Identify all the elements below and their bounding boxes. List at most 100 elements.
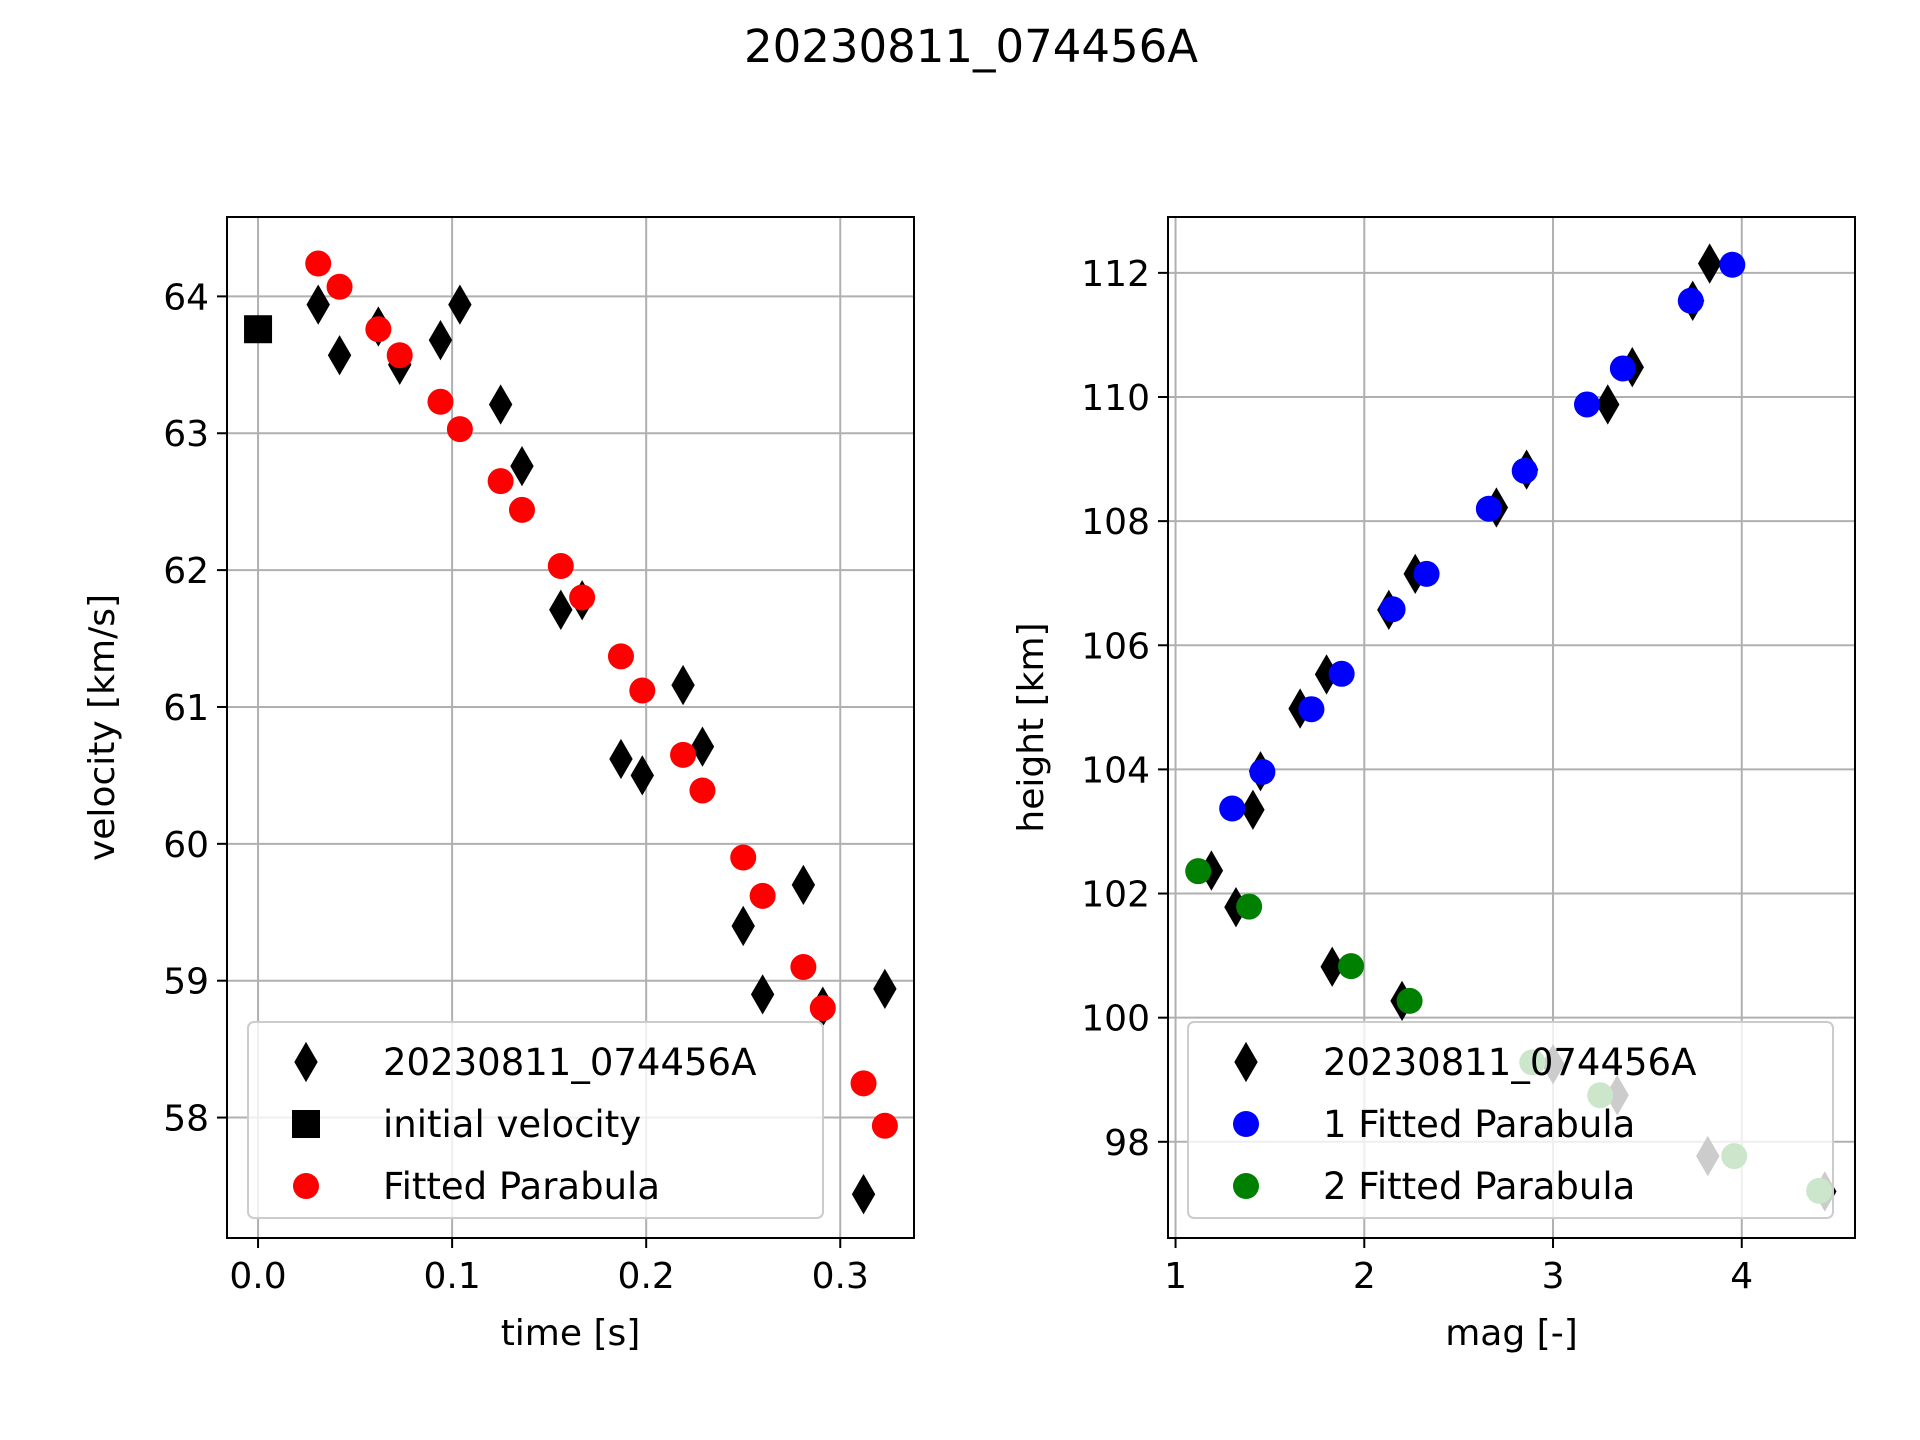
20230811-074456a-point [510,445,534,487]
y-tick-label: 108 [1081,502,1150,543]
velocity-y-axis-label: velocity [km/s] [82,594,123,861]
20230811-074456a-point [609,738,633,780]
legend-entry-label: 1 Fitted Parabula [1323,1103,1635,1146]
x-tick-label: 1 [1164,1256,1187,1297]
legend-marker-1-fitted-parabula [1233,1111,1259,1137]
20230811-074456a-point [731,905,755,947]
1-fitted-parabula-point [1719,251,1746,278]
20230811-074456a-point [630,755,655,796]
20230811-074456a-point [750,974,775,1015]
height-axes-frame [1167,216,1856,1239]
y-tick-label: 59 [163,962,209,1003]
1-fitted-parabula-point [1249,758,1276,785]
fitted-parabula-point [749,882,776,909]
20230811-074456a-point [306,284,330,325]
fitted-parabula-point [326,273,353,300]
y-tick-label: 112 [1081,254,1150,295]
20230811-074456a-point [549,589,573,630]
20230811-074456a-point [488,384,513,425]
fitted-parabula-point [809,995,836,1022]
fitted-parabula-point [446,416,473,443]
height-legend: 20230811_074456A 1 Fitted Parabula 2 Fitte… [1187,1021,1834,1219]
20230811-074456a-point [851,1174,876,1215]
y-tick-label: 63 [163,414,209,455]
y-tick-label: 110 [1081,378,1150,419]
height-panel: 1 2 3 4 98 100 102 104 106 108 110 112 mag [-] heig… [1011,216,1856,1354]
x-tick-label: 3 [1542,1256,1565,1297]
figure-title: 20230811_074456A [744,20,1198,73]
fitted-parabula-point [487,468,514,495]
fitted-parabula-point [670,741,697,768]
1-fitted-parabula-point [1328,660,1355,687]
legend-marker-fitted-parabula [293,1173,319,1199]
x-tick-label: 2 [1353,1256,1376,1297]
velocity-grid [227,217,914,1238]
1-fitted-parabula-point [1219,795,1246,822]
20230811-074456a-point [671,664,695,706]
y-tick-label: 60 [163,825,209,866]
x-tick-label: 0.2 [618,1256,675,1297]
1-fitted-parabula-point [1413,560,1440,587]
initial-velocity-point [244,315,273,344]
legend-marker-20230811-074456a [294,1041,318,1083]
legend-box [247,1021,824,1219]
2-fitted-parabula-point [1338,953,1365,980]
1-fitted-parabula-point [1511,457,1538,484]
height-grid [1168,217,1855,1238]
velocity-data-points [244,250,898,1215]
x-tick-label: 0.1 [423,1256,480,1297]
fitted-parabula-point [386,342,413,369]
fitted-parabula-point [427,388,454,415]
fitted-parabula-point [305,250,332,277]
y-tick-label: 100 [1081,999,1150,1040]
legend-marker-20230811-074456a [1234,1041,1258,1083]
y-tick-label: 98 [1104,1123,1150,1164]
fitted-parabula-point [629,677,656,704]
1-fitted-parabula-point [1475,495,1502,522]
fitted-parabula-point [790,954,817,981]
fitted-parabula-point [730,844,757,871]
20230811-074456a-point [1241,789,1265,830]
fitted-parabula-point [689,777,716,804]
20230811-074456a-point [1697,243,1722,284]
1-fitted-parabula-point [1298,696,1325,723]
x-tick-label: 0.3 [812,1256,869,1297]
x-tick-label: 4 [1730,1256,1753,1297]
fitted-parabula-point [365,316,392,343]
y-tick-label: 61 [163,688,209,729]
20230811-074456a-point [873,968,897,1010]
2-fitted-parabula-point [1236,893,1263,920]
20230811-074456a-point [1320,946,1344,987]
20230811-074456a-point [1596,384,1620,425]
velocity-axes-frame [226,216,915,1239]
fitted-parabula-point [850,1070,877,1097]
1-fitted-parabula-point [1573,391,1600,418]
20230811-074456a-point [1314,654,1339,695]
y-tick-label: 104 [1081,750,1150,791]
legend-box [1187,1021,1834,1219]
y-tick-label: 102 [1081,875,1150,916]
20230811-074456a-point [327,335,352,376]
velocity-panel: 0.0 0.1 0.2 0.3 58 59 60 61 62 63 64 time [s] velo… [82,216,915,1354]
fitted-parabula-point [607,643,634,670]
legend-entry-label: 20230811_074456A [1323,1041,1696,1084]
1-fitted-parabula-point [1379,596,1406,623]
20230811-074456a-point [448,284,472,325]
y-tick-label: 62 [163,551,209,592]
20230811-074456a-point [791,864,816,906]
velocity-ticks: 0.0 0.1 0.2 0.3 58 59 60 61 62 63 64 [163,277,869,1297]
20230811-074456a-point [690,726,715,767]
fitted-parabula-point [569,584,596,611]
velocity-x-axis-label: time [s] [501,1313,641,1354]
20230811-074456a-point [428,320,453,361]
legend-entry-label: Fitted Parabula [383,1165,660,1208]
legend-entry-label: initial velocity [383,1103,641,1146]
legend-marker-2-fitted-parabula [1233,1173,1259,1199]
x-tick-label: 0.0 [229,1256,286,1297]
fitted-parabula-point [871,1112,898,1139]
2-fitted-parabula-point [1185,858,1212,885]
fitted-parabula-point [508,496,535,523]
1-fitted-parabula-point [1609,355,1636,382]
y-tick-label: 64 [163,277,209,318]
